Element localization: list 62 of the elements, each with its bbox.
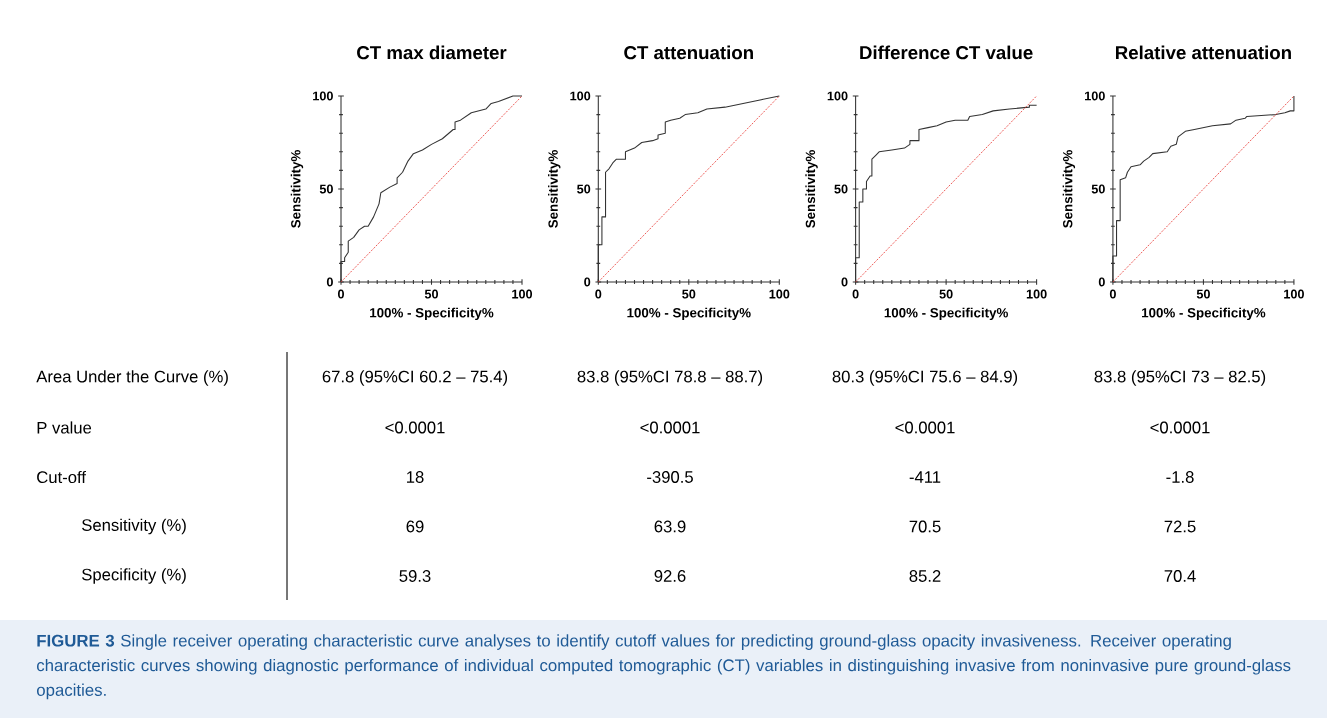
text: 18	[407, 471, 424, 483]
y-tick-label: 0	[584, 277, 591, 287]
x-axis-title: 100% - Specificity%	[370, 307, 494, 321]
x-tick-label: 100	[1284, 289, 1304, 299]
text: FIGURE 3 Single receiver operating characteristic curve analyses to identify cutoff values for predicting ground-glass opacity invasiveness. Receiver operating characteristic curves showing diagnostic performance of individual computed tomographic (CT) variables in distinguishing invasive from noninvasive pure ground-glass opacities.	[36, 634, 1291, 700]
y-tick-label: 100	[570, 91, 591, 101]
text: 59.3	[399, 570, 431, 582]
y-axis-title: Sensitivity%	[1062, 150, 1076, 228]
y-tick-label: 100	[1085, 91, 1105, 101]
text: P value	[37, 421, 92, 434]
text: Cut-off	[37, 470, 87, 484]
x-axis-title: 100% - Specificity%	[884, 307, 1008, 321]
y-axis-title: Sensitivity%	[805, 150, 818, 228]
x-tick-label: 100	[769, 289, 790, 299]
text: 67.8 (95%CI 60.2 – 75.4)	[322, 370, 508, 386]
y-axis-title: Sensitivity%	[548, 150, 561, 228]
x-tick-label: 0	[1109, 289, 1116, 299]
x-tick-label: 0	[852, 289, 859, 299]
text: Sensitivity (%)	[82, 518, 186, 535]
x-tick-label: 50	[424, 289, 439, 299]
text: -1.8	[1166, 471, 1194, 483]
text: <0.0001	[895, 421, 955, 434]
text: 63.9	[654, 520, 686, 533]
x-axis-title: 100% - Specificity%	[1142, 307, 1266, 321]
chart-title: Difference CT value	[860, 45, 1033, 60]
x-tick-label: 0	[595, 289, 602, 299]
y-tick-label: 0	[841, 277, 848, 287]
text: 83.8 (95%CI 78.8 – 88.7)	[577, 370, 763, 386]
chart-title: CT attenuation	[624, 45, 753, 60]
x-tick-label: 100	[512, 289, 533, 299]
x-axis-title: 100% - Specificity%	[627, 307, 751, 321]
text: 80.3 (95%CI 75.6 – 84.9)	[832, 370, 1018, 386]
y-tick-label: 50	[1091, 184, 1105, 194]
x-tick-label: 100	[1026, 289, 1047, 299]
text: 92.6	[654, 570, 686, 582]
text: <0.0001	[1150, 421, 1210, 434]
chart-title: Relative attenuation	[1115, 45, 1291, 60]
x-tick-label: 50	[682, 289, 696, 299]
y-tick-label: 0	[326, 277, 333, 287]
text: -390.5	[647, 471, 693, 483]
text: 83.8 (95%CI 73 – 82.5)	[1094, 370, 1266, 386]
text: 69	[406, 520, 424, 533]
y-tick-label: 0	[1098, 277, 1105, 287]
y-tick-label: 100	[827, 91, 848, 101]
text: 70.5	[909, 520, 941, 533]
y-tick-label: 50	[319, 184, 333, 194]
x-tick-label: 50	[1196, 289, 1210, 299]
y-tick-label: 50	[834, 184, 848, 194]
text: -411	[909, 471, 941, 483]
text: 70.4	[1164, 570, 1196, 582]
text: Specificity (%)	[82, 568, 186, 584]
y-tick-label: 100	[313, 91, 333, 101]
x-tick-label: 0	[337, 289, 345, 299]
x-tick-label: 50	[939, 289, 953, 299]
text: 85.2	[909, 570, 941, 582]
y-tick-label: 50	[577, 184, 591, 194]
chart-title: CT max diameter	[357, 45, 507, 60]
text: <0.0001	[385, 421, 445, 434]
text: 72.5	[1164, 520, 1196, 533]
y-axis-title: Sensitivity%	[290, 150, 304, 228]
text: Area Under the Curve (%)	[36, 370, 228, 386]
text: <0.0001	[640, 421, 700, 434]
